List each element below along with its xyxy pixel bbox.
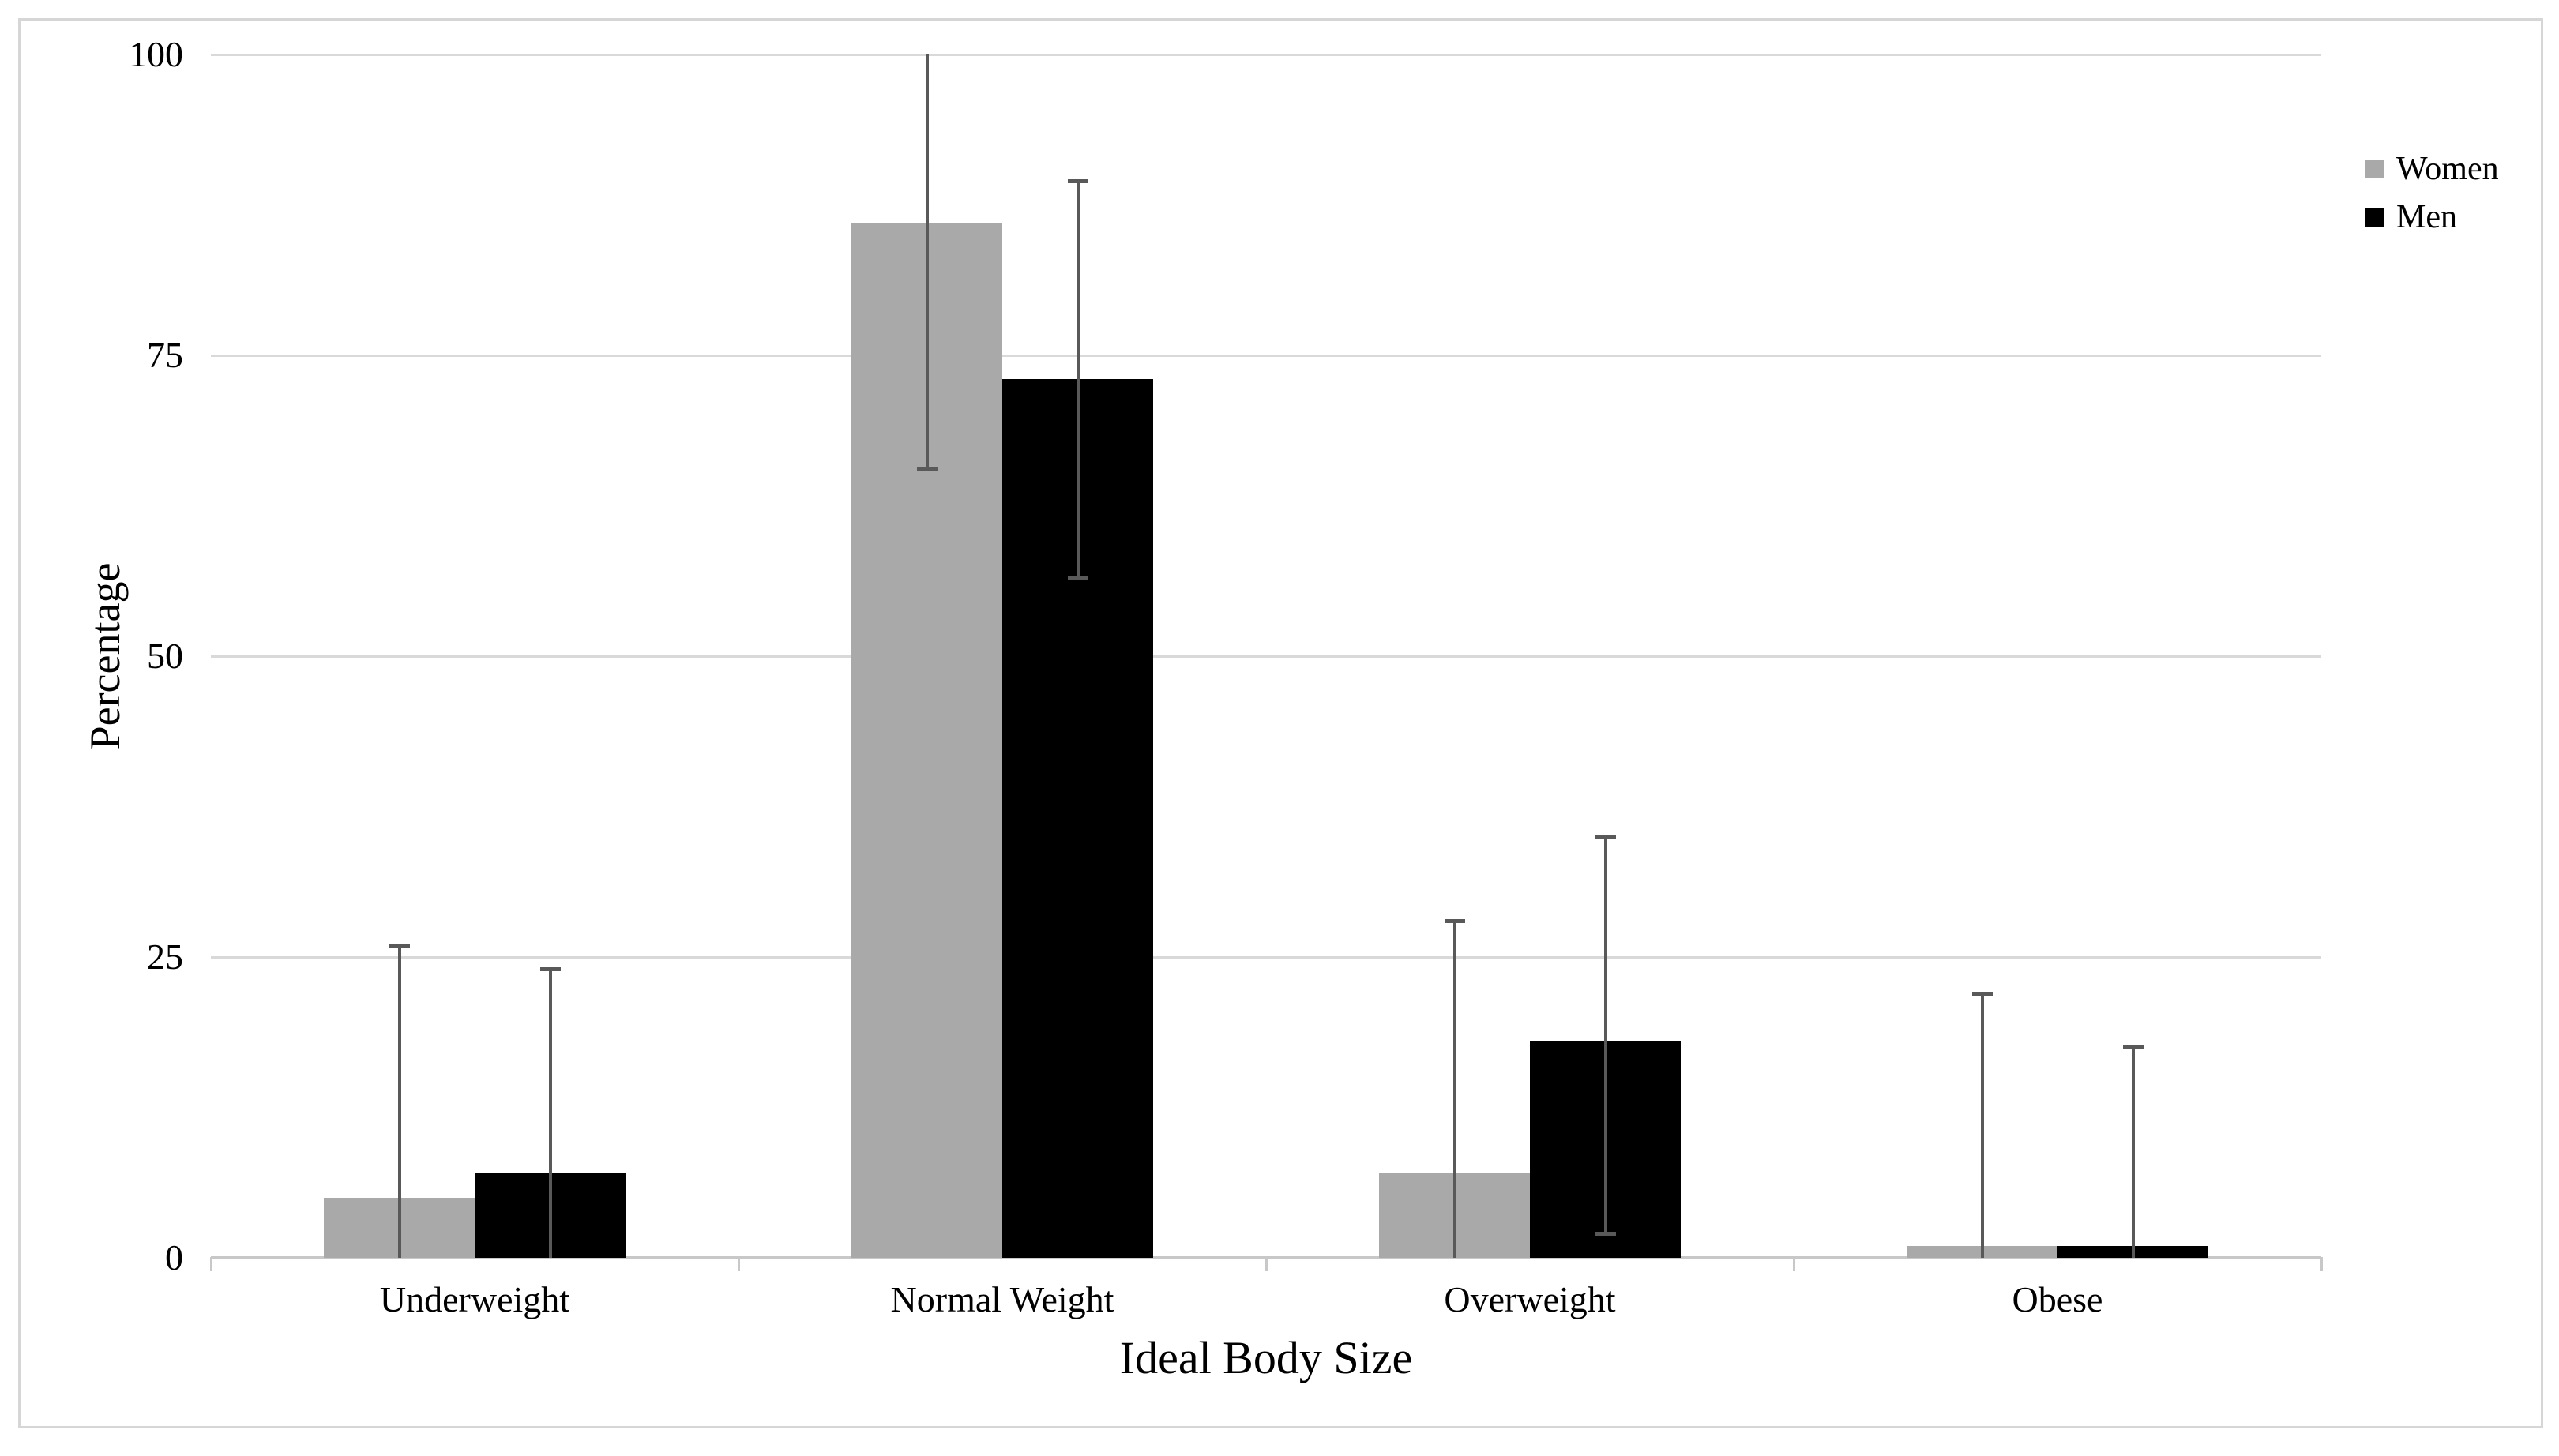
- x-category-label-obese: Obese: [2012, 1279, 2103, 1319]
- error-bar-women-overweight: [1452, 921, 1456, 1258]
- y-tick-label-100: 100: [129, 34, 183, 74]
- x-category-label-underweight: Underweight: [379, 1279, 570, 1319]
- y-tick-label-0: 0: [165, 1237, 183, 1278]
- error-bar-women-obese: [1980, 993, 1984, 1258]
- y-tick-label-50: 50: [147, 636, 183, 676]
- error-cap-top-men-underweight: [539, 967, 561, 972]
- error-bar-women-underweight: [397, 944, 401, 1258]
- x-axis-tick: [1792, 1257, 1795, 1271]
- x-category-label-normal-weight: Normal Weight: [890, 1279, 1114, 1319]
- x-axis-tick: [1264, 1257, 1268, 1271]
- plot-area: [209, 53, 2323, 1271]
- gridline-100: [211, 53, 2321, 56]
- error-bar-men-obese: [2131, 1047, 2135, 1258]
- error-cap-top-men-obese: [2122, 1045, 2144, 1050]
- error-cap-top-men-normal-weight: [1067, 179, 1088, 184]
- error-cap-bottom-women-normal-weight: [916, 467, 938, 471]
- legend-label-women: Women: [2396, 151, 2499, 187]
- gridline-25: [211, 955, 2321, 959]
- error-cap-top-women-underweight: [389, 943, 410, 948]
- legend: Women Men: [2365, 145, 2499, 242]
- error-bar-men-underweight: [548, 969, 552, 1258]
- error-cap-bottom-men-normal-weight: [1067, 575, 1088, 580]
- legend-swatch-women: [2365, 160, 2384, 178]
- x-axis-tick: [209, 1257, 212, 1271]
- x-axis-title: Ideal Body Size: [1119, 1332, 1413, 1383]
- legend-item-men: Men: [2365, 193, 2499, 242]
- y-tick-label-25: 25: [147, 936, 183, 977]
- legend-item-women: Women: [2365, 145, 2499, 193]
- error-cap-top-women-obese: [1971, 991, 1993, 996]
- error-cap-bottom-men-overweight: [1595, 1231, 1616, 1236]
- gridline-50: [211, 655, 2321, 658]
- legend-label-men: Men: [2396, 199, 2457, 235]
- gridline-75: [211, 354, 2321, 357]
- legend-swatch-men: [2365, 208, 2384, 227]
- x-axis-tick: [2320, 1257, 2323, 1271]
- error-bar-men-overweight: [1603, 836, 1607, 1234]
- error-bar-men-normal-weight: [1076, 181, 1080, 578]
- y-axis-title: Percentage: [81, 562, 129, 750]
- error-cap-top-women-overweight: [1444, 919, 1465, 924]
- error-bar-women-normal-weight: [925, 54, 929, 470]
- error-cap-top-men-overweight: [1595, 835, 1616, 839]
- y-tick-label-75: 75: [147, 335, 183, 375]
- x-category-label-overweight: Overweight: [1444, 1279, 1616, 1319]
- x-axis-tick: [737, 1257, 740, 1271]
